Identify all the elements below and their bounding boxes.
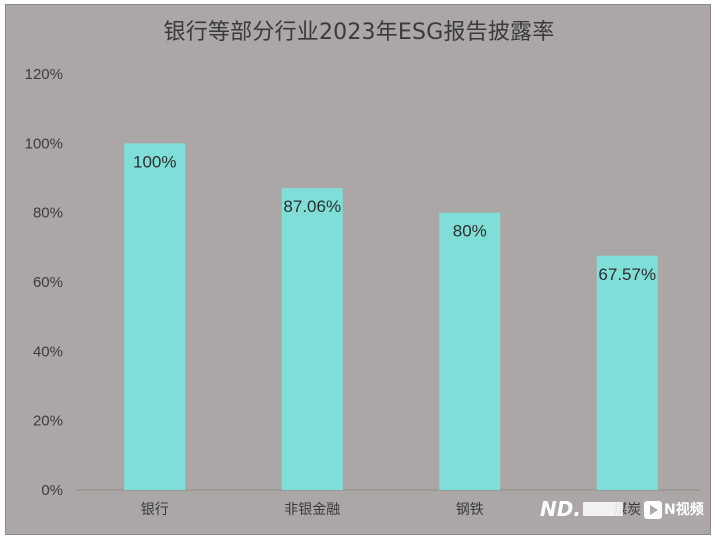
y-tick-label: 80% xyxy=(33,205,63,222)
chart-title: 银行等部分行业2023年ESG报告披露率 xyxy=(163,20,555,45)
bar xyxy=(596,255,658,490)
n-video-watermark-logo: N视频 xyxy=(644,497,708,523)
nd-watermark-logo: ND. xyxy=(540,497,632,523)
bar xyxy=(439,212,501,490)
bar xyxy=(124,143,186,491)
y-tick-label: 120% xyxy=(25,66,63,83)
y-tick-label: 0% xyxy=(41,482,63,499)
x-tick-label: 银行 xyxy=(141,502,169,518)
data-label: 100% xyxy=(133,152,176,171)
x-tick-label: 非银金融 xyxy=(284,502,340,518)
x-tick-label: 钢铁 xyxy=(456,502,484,518)
bar xyxy=(281,188,343,490)
play-icon xyxy=(644,501,662,519)
y-tick-label: 20% xyxy=(33,413,63,430)
y-tick-label: 60% xyxy=(33,274,63,291)
data-label: 87.06% xyxy=(283,197,341,216)
y-tick-label: 100% xyxy=(25,135,63,152)
y-tick-label: 40% xyxy=(33,343,63,360)
data-label: 67.57% xyxy=(598,265,656,284)
chart-area xyxy=(5,4,711,535)
data-label: 80% xyxy=(453,222,487,241)
